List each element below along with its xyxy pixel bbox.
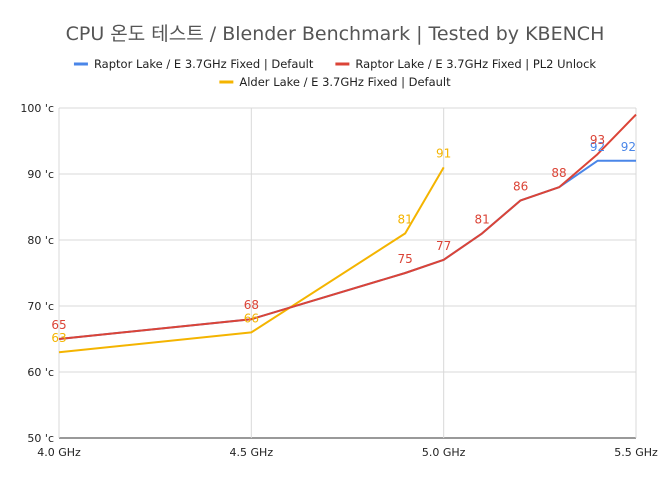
x-tick-label: 4.5 GHz: [230, 446, 274, 459]
data-label: 92: [590, 140, 605, 154]
y-tick-label: 90 'c: [27, 168, 54, 181]
data-label: 92: [621, 140, 636, 154]
legend-item: Raptor Lake / E 3.7GHz Fixed | Default: [73, 57, 314, 71]
data-label: 81: [474, 212, 489, 226]
legend-item: Raptor Lake / E 3.7GHz Fixed | PL2 Unloc…: [335, 57, 596, 71]
legend-label: Raptor Lake / E 3.7GHz Fixed | PL2 Unloc…: [355, 57, 596, 71]
data-label: 86: [513, 179, 528, 193]
axes: 50 'c 60 'c 70 'c 80 'c 90 'c 100 'c 4.0 GHz 4.…: [20, 102, 658, 459]
data-label: 65: [51, 318, 66, 332]
data-label: 93: [590, 133, 605, 147]
data-label: 68: [244, 298, 259, 312]
series-line-1: [58, 113, 637, 340]
x-tick-label: 5.0 GHz: [422, 446, 466, 459]
y-tick-label: 70 'c: [27, 300, 54, 313]
data-label: 88: [551, 166, 566, 180]
data-label: 66: [244, 311, 259, 325]
legend-item: Alder Lake / E 3.7GHz Fixed | Default: [219, 75, 451, 89]
x-tick-label: 5.5 GHz: [614, 446, 658, 459]
legend-row: Raptor Lake / E 3.7GHz Fixed | Default Ra…: [73, 57, 596, 71]
series-line-2: [58, 166, 445, 354]
series-lines: [58, 113, 637, 354]
data-label: 63: [51, 331, 66, 345]
data-label: 81: [398, 212, 413, 226]
y-tick-label: 100 'c: [20, 102, 54, 115]
legend-label: Alder Lake / E 3.7GHz Fixed | Default: [239, 75, 451, 89]
series-line-0: [58, 159, 636, 340]
legend-label: Raptor Lake / E 3.7GHz Fixed | Default: [94, 57, 314, 71]
grid: [58, 107, 637, 439]
data-labels: 92 92 65 68 75 77 81 86 88 93 63 66 81 91: [51, 133, 636, 345]
y-tick-label: 80 'c: [27, 234, 54, 247]
legend-row: Alder Lake / E 3.7GHz Fixed | Default: [219, 75, 451, 89]
data-label: 91: [436, 146, 451, 160]
y-tick-label: 50 'c: [27, 432, 54, 445]
x-tick-label: 4.0 GHz: [37, 446, 81, 459]
chart-title: CPU 온도 테스트 / Blender Benchmark | Tested …: [66, 23, 605, 45]
legend: Raptor Lake / E 3.7GHz Fixed | Default Ra…: [73, 57, 596, 89]
data-label: 77: [436, 239, 451, 253]
data-label: 75: [398, 252, 413, 266]
y-tick-label: 60 'c: [27, 366, 54, 379]
